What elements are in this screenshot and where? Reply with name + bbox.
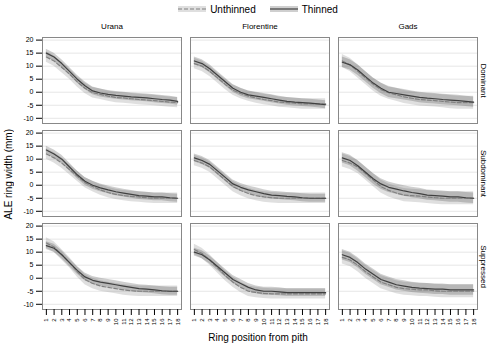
svg-text:11: 11 — [121, 318, 127, 325]
svg-text:Gads: Gads — [398, 22, 417, 31]
svg-text:7: 7 — [386, 318, 392, 322]
svg-text:0: 0 — [30, 88, 34, 95]
svg-text:8: 8 — [97, 318, 103, 322]
svg-text:3: 3 — [355, 318, 361, 322]
svg-text:15: 15 — [26, 49, 34, 56]
svg-text:4: 4 — [66, 318, 72, 322]
svg-text:10: 10 — [113, 318, 119, 325]
svg-text:4: 4 — [362, 318, 368, 322]
svg-text:16: 16 — [307, 318, 313, 325]
svg-text:10: 10 — [26, 155, 34, 162]
html-text:Thinned: Thinned — [301, 3, 338, 15]
svg-text:1: 1 — [191, 318, 197, 322]
svg-text:1: 1 — [339, 318, 345, 322]
svg-text:-5: -5 — [27, 287, 33, 294]
svg-text:17: 17 — [315, 318, 321, 325]
svg-text:20: 20 — [26, 36, 34, 43]
svg-text:2: 2 — [347, 318, 353, 322]
svg-text:14: 14 — [144, 318, 150, 325]
svg-text:6: 6 — [230, 318, 236, 322]
svg-text:15: 15 — [26, 235, 34, 242]
svg-text:20: 20 — [26, 222, 34, 229]
svg-text:13: 13 — [432, 318, 438, 325]
svg-text:6: 6 — [378, 318, 384, 322]
html-text:ALE ring width (mm): ALE ring width (mm) — [2, 129, 14, 220]
html-text:Unthinned: Unthinned — [210, 3, 256, 15]
svg-text:9: 9 — [401, 318, 407, 322]
svg-text:11: 11 — [417, 318, 423, 325]
svg-text:14: 14 — [292, 318, 298, 325]
svg-text:10: 10 — [26, 62, 34, 69]
svg-text:18: 18 — [175, 318, 181, 325]
svg-text:9: 9 — [253, 318, 259, 322]
svg-text:15: 15 — [447, 318, 453, 325]
svg-text:18: 18 — [471, 318, 477, 325]
svg-text:2: 2 — [199, 318, 205, 322]
svg-text:14: 14 — [440, 318, 446, 325]
svg-text:12: 12 — [424, 318, 430, 325]
svg-text:5: 5 — [30, 75, 34, 82]
svg-text:-5: -5 — [27, 101, 33, 108]
svg-text:7: 7 — [90, 318, 96, 322]
svg-text:16: 16 — [159, 318, 165, 325]
svg-text:15: 15 — [299, 318, 305, 325]
svg-text:10: 10 — [26, 248, 34, 255]
svg-text:12: 12 — [128, 318, 134, 325]
svg-text:13: 13 — [136, 318, 142, 325]
svg-text:-10: -10 — [23, 301, 33, 308]
svg-text:17: 17 — [463, 318, 469, 325]
svg-text:4: 4 — [214, 318, 220, 322]
svg-text:Suppressed: Suppressed — [479, 245, 488, 288]
svg-text:-5: -5 — [27, 194, 33, 201]
svg-text:15: 15 — [151, 318, 157, 325]
svg-text:1: 1 — [43, 318, 49, 322]
svg-text:16: 16 — [455, 318, 461, 325]
svg-text:5: 5 — [222, 318, 228, 322]
svg-text:-10: -10 — [23, 208, 33, 215]
svg-text:-10: -10 — [23, 115, 33, 122]
svg-text:10: 10 — [261, 318, 267, 325]
svg-text:13: 13 — [284, 318, 290, 325]
html-text:Ring position from pith: Ring position from pith — [208, 332, 308, 343]
svg-text:0: 0 — [30, 181, 34, 188]
svg-text:5: 5 — [30, 261, 34, 268]
svg-text:8: 8 — [393, 318, 399, 322]
svg-text:9: 9 — [105, 318, 111, 322]
svg-text:11: 11 — [269, 318, 275, 325]
svg-text:Urana: Urana — [101, 22, 123, 31]
svg-text:Subdominant: Subdominant — [479, 150, 488, 198]
svg-text:3: 3 — [207, 318, 213, 322]
svg-text:15: 15 — [26, 142, 34, 149]
svg-text:0: 0 — [30, 274, 34, 281]
svg-text:17: 17 — [167, 318, 173, 325]
svg-text:Dominant: Dominant — [479, 63, 488, 98]
svg-text:10: 10 — [409, 318, 415, 325]
svg-text:6: 6 — [82, 318, 88, 322]
svg-text:3: 3 — [59, 318, 65, 322]
svg-text:18: 18 — [323, 318, 329, 325]
svg-text:12: 12 — [276, 318, 282, 325]
svg-text:5: 5 — [30, 168, 34, 175]
svg-text:2: 2 — [51, 318, 57, 322]
svg-text:7: 7 — [238, 318, 244, 322]
svg-text:8: 8 — [245, 318, 251, 322]
svg-text:20: 20 — [26, 129, 34, 136]
svg-text:5: 5 — [74, 318, 80, 322]
svg-text:5: 5 — [370, 318, 376, 322]
svg-text:Florentine: Florentine — [242, 22, 278, 31]
